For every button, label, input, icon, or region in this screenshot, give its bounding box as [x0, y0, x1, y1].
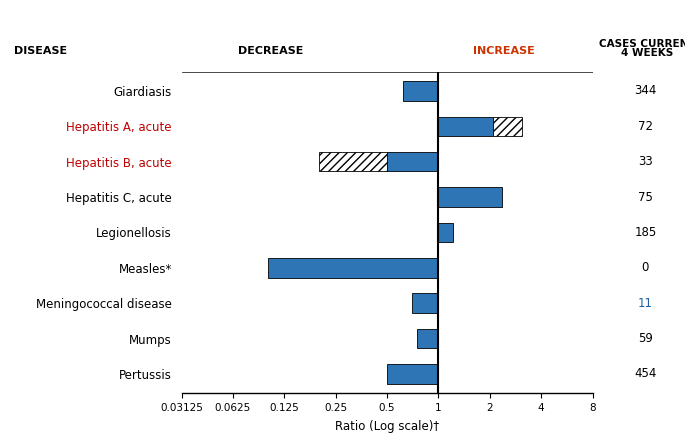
Bar: [417, 329, 438, 348]
Text: 75: 75: [638, 190, 653, 203]
Text: CASES CURRENT: CASES CURRENT: [599, 39, 685, 49]
Text: INCREASE: INCREASE: [473, 46, 534, 56]
Text: 0: 0: [642, 261, 649, 274]
Text: 59: 59: [638, 332, 653, 345]
Bar: [493, 117, 522, 136]
Text: 11: 11: [638, 297, 653, 310]
Bar: [387, 364, 438, 384]
Bar: [387, 152, 438, 172]
Bar: [268, 258, 438, 278]
Text: 185: 185: [634, 226, 656, 239]
Text: 454: 454: [634, 367, 656, 380]
Bar: [438, 223, 453, 242]
Text: 72: 72: [638, 120, 653, 133]
Text: 33: 33: [638, 155, 653, 168]
X-axis label: Ratio (Log scale)†: Ratio (Log scale)†: [335, 420, 439, 433]
Bar: [412, 293, 438, 313]
Bar: [438, 187, 501, 207]
Text: 4 WEEKS: 4 WEEKS: [621, 48, 673, 58]
Text: DECREASE: DECREASE: [238, 46, 303, 56]
Bar: [319, 152, 387, 172]
Bar: [403, 81, 438, 101]
Bar: [438, 117, 493, 136]
Text: 344: 344: [634, 84, 656, 97]
Text: DISEASE: DISEASE: [14, 46, 67, 56]
